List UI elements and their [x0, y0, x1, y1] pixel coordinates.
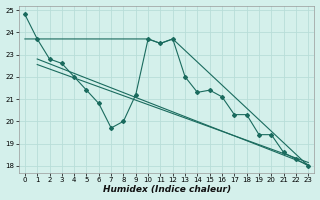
X-axis label: Humidex (Indice chaleur): Humidex (Indice chaleur)	[102, 185, 231, 194]
